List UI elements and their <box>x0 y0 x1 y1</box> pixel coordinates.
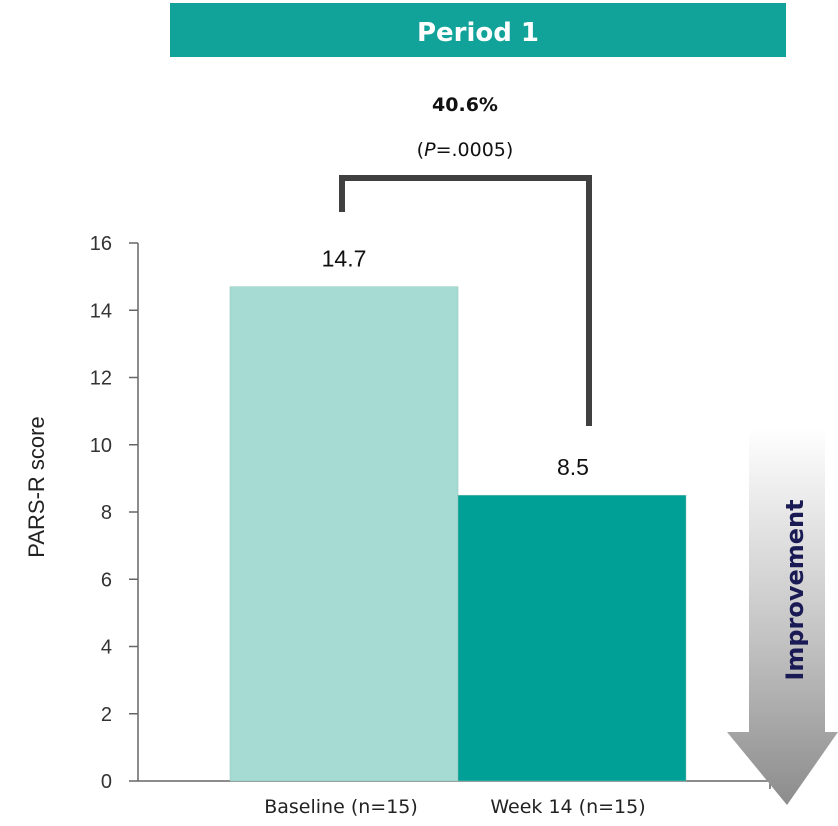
y-tick-label: 4 <box>101 637 112 659</box>
y-tick-label: 16 <box>90 233 112 255</box>
period-title: Period 1 <box>417 18 539 48</box>
y-tick-label: 10 <box>90 435 112 457</box>
period-banner <box>170 3 786 57</box>
y-tick-label: 6 <box>101 569 112 591</box>
y-tick-label: 2 <box>101 704 112 726</box>
p-value-label: (P=.0005) <box>417 139 514 161</box>
p-number: =.0005 <box>436 139 506 161</box>
x-category-label: Baseline (n=15) <box>264 796 418 818</box>
y-tick-label: 8 <box>101 502 112 524</box>
x-category-label: Week 14 (n=15) <box>490 796 645 818</box>
y-tick-label: 12 <box>90 368 112 390</box>
y-tick-label: 14 <box>90 300 112 322</box>
data-label: 8.5 <box>557 454 589 480</box>
comparison-bracket <box>339 175 592 426</box>
data-label: 14.7 <box>322 246 367 272</box>
percent-change-label: 40.6% <box>432 94 498 116</box>
y-axis-label: PARS-R score <box>24 416 49 557</box>
y-tick-label: 0 <box>101 771 112 793</box>
bar-baseline <box>229 286 459 782</box>
bar-week-14 <box>457 494 687 782</box>
improvement-label: Improvement <box>781 499 809 680</box>
p-symbol: P <box>424 139 436 161</box>
improvement-arrow <box>727 428 838 805</box>
